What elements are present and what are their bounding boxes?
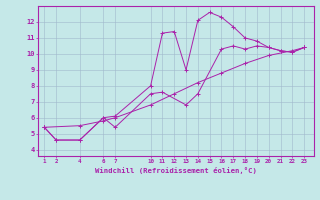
- X-axis label: Windchill (Refroidissement éolien,°C): Windchill (Refroidissement éolien,°C): [95, 167, 257, 174]
